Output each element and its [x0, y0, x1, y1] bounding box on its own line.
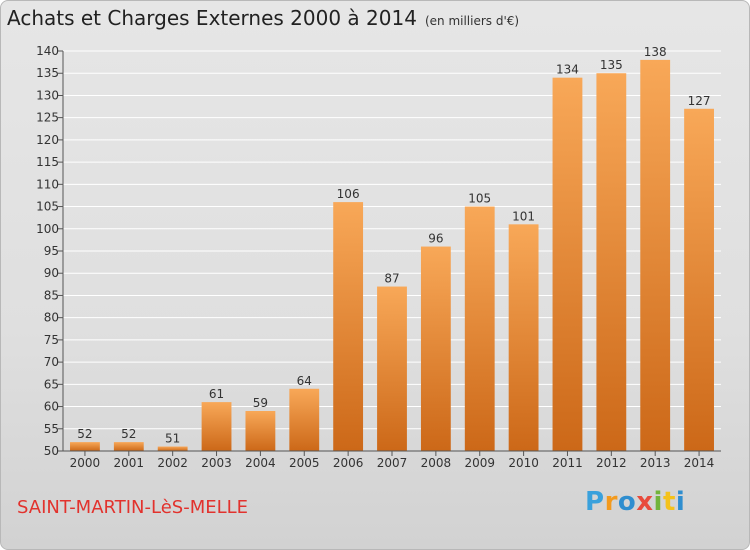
x-tick-label: 2009 [464, 456, 495, 470]
y-tick-label: 60 [44, 400, 59, 414]
bar [377, 286, 407, 451]
x-tick-label: 2001 [114, 456, 145, 470]
bars: 52 52 51 61 59 64 106 87 96 105 101 134 135 138 127 [70, 45, 714, 452]
x-tick-label: 2014 [684, 456, 715, 470]
x-tick-label: 2005 [289, 456, 320, 470]
y-tick-label: 130 [36, 88, 59, 102]
y-axis: 50 55 60 65 70 75 80 85 90 95 100 105 110 115 120 125 13… [36, 44, 64, 458]
bar-value-label: 105 [468, 192, 491, 206]
bar [596, 73, 627, 451]
bar [640, 59, 671, 452]
bar [201, 402, 232, 451]
bar-value-label: 51 [165, 432, 180, 446]
bar [684, 108, 714, 452]
bar-value-label: 106 [337, 187, 360, 201]
bar-value-label: 52 [121, 427, 136, 441]
x-tick-label: 2013 [640, 456, 671, 470]
y-tick-label: 90 [44, 266, 59, 280]
bar-value-label: 61 [209, 387, 224, 401]
x-tick-label: 2004 [245, 456, 276, 470]
bar-value-label: 87 [384, 272, 399, 286]
x-tick-label: 2011 [552, 456, 583, 470]
bar [289, 388, 320, 451]
bar-value-label: 127 [688, 94, 711, 108]
y-tick-label: 135 [36, 66, 59, 80]
bar-value-label: 64 [297, 374, 312, 388]
y-tick-label: 140 [36, 44, 59, 58]
proxiti-logo: Proxiti [585, 487, 686, 517]
y-tick-label: 105 [36, 200, 59, 214]
bar-value-label: 101 [512, 209, 535, 223]
unit-label: (en milliers d'€) [424, 14, 520, 28]
bar [157, 446, 188, 451]
bar-value-label: 134 [556, 63, 579, 77]
y-tick-label: 110 [36, 177, 59, 191]
bar [70, 442, 100, 451]
y-tick-label: 115 [36, 155, 59, 169]
bar [464, 206, 495, 451]
bar [333, 202, 364, 451]
bar [552, 77, 583, 452]
bar [113, 442, 144, 451]
chart-title: Achats et Charges Externes 2000 à 2014 (e… [7, 6, 519, 30]
bar [508, 224, 539, 451]
y-tick-label: 120 [36, 133, 59, 147]
bar-value-label: 52 [77, 427, 92, 441]
y-tick-label: 55 [44, 422, 59, 436]
x-tick-label: 2002 [157, 456, 188, 470]
y-tick-label: 125 [36, 111, 59, 125]
y-tick-label: 75 [44, 333, 59, 347]
x-tick-label: 2006 [333, 456, 364, 470]
x-tick-label: 2007 [377, 456, 408, 470]
y-tick-label: 65 [44, 377, 59, 391]
bar [245, 411, 276, 451]
x-tick-label: 2008 [421, 456, 452, 470]
x-tick-label: 2000 [70, 456, 101, 470]
y-tick-label: 85 [44, 288, 59, 302]
title-text: Achats et Charges Externes 2000 à 2014 [7, 6, 417, 30]
y-tick-label: 70 [44, 355, 59, 369]
y-tick-label: 50 [44, 444, 59, 458]
bar [420, 246, 451, 451]
y-tick-label: 80 [44, 311, 59, 325]
x-tick-label: 2003 [201, 456, 232, 470]
bar-value-label: 96 [428, 232, 443, 246]
x-tick-label: 2012 [596, 456, 627, 470]
commune-name: SAINT-MARTIN-LèS-MELLE [17, 497, 249, 518]
y-tick-label: 100 [36, 222, 59, 236]
x-axis: 2000 2001 2002 2003 2004 2005 2006 2007 2008 2009… [63, 450, 721, 470]
x-tick-label: 2010 [508, 456, 539, 470]
y-tick-label: 95 [44, 244, 59, 258]
bar-value-label: 138 [644, 45, 667, 59]
bar-value-label: 135 [600, 58, 623, 72]
bar-value-label: 59 [253, 396, 268, 410]
